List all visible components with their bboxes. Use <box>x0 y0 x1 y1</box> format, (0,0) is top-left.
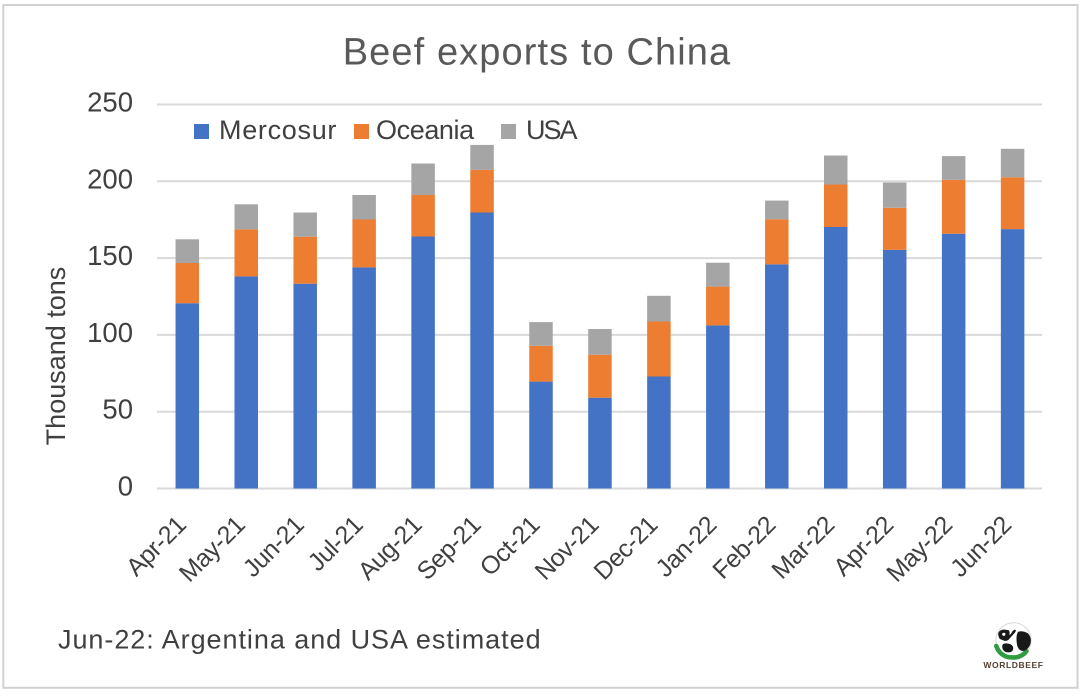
svg-text:USA: USA <box>526 115 578 145</box>
svg-text:200: 200 <box>87 163 133 194</box>
svg-text:Mercosur: Mercosur <box>219 115 337 145</box>
svg-text:100: 100 <box>87 317 133 348</box>
svg-text:Oceania: Oceania <box>376 115 475 145</box>
svg-text:50: 50 <box>102 394 133 425</box>
svg-text:Jun-22: Argentina and USA esti: Jun-22: Argentina and USA estimated <box>58 625 542 655</box>
svg-text:250: 250 <box>87 87 133 118</box>
svg-text:Beef exports to China: Beef exports to China <box>343 32 732 74</box>
svg-text:WORLDBEEF: WORLDBEEF <box>983 660 1043 670</box>
svg-text:0: 0 <box>118 471 133 502</box>
svg-text:Thousand tons: Thousand tons <box>41 267 71 446</box>
svg-text:150: 150 <box>87 240 133 271</box>
